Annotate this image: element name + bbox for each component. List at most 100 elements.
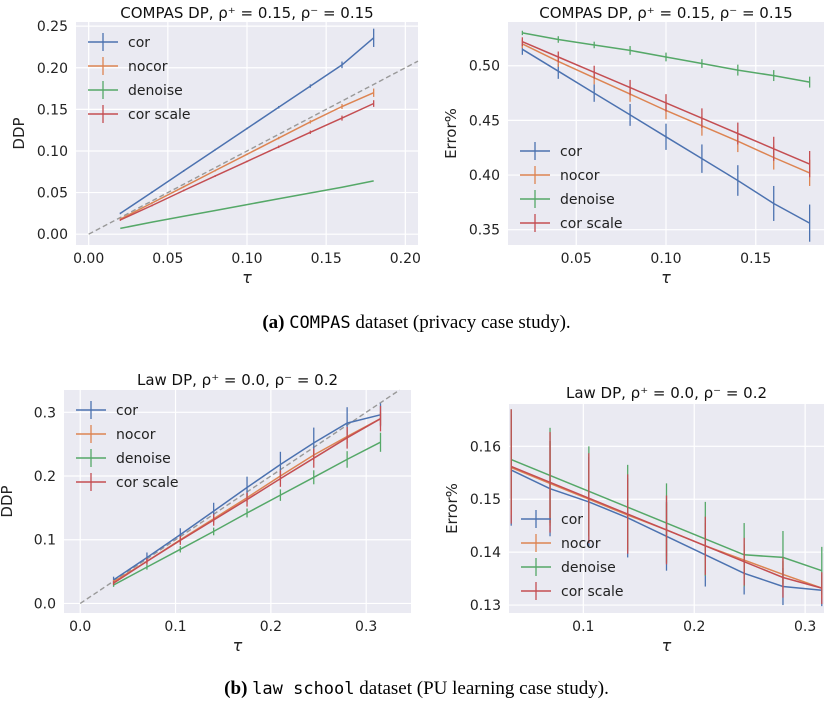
x-axis-label: τ [242,268,252,287]
legend-label: cor scale [116,475,179,491]
series-denoise [521,30,811,88]
x-tick-label: 0.15 [311,251,342,267]
x-tick-label: 0.2 [683,619,705,635]
x-axis-label: τ [662,636,672,655]
y-axis-label: Error% [443,483,461,534]
y-tick-label: 0.1 [34,533,56,549]
series-cor-scale [112,405,382,585]
caption-b-text: dataset (PU learning case study). [359,678,609,699]
legend-label: cor [560,144,582,160]
chart-compas-ddp: 0.00 0.05 0.10 0.15 0.20 0.00 0.05 0.10 0.15 0.20… [10,4,421,287]
y-axis-label: DDP [10,117,28,149]
legend-label: nocor [128,59,168,75]
series-cor [119,28,375,215]
y-tick-label: 0.3 [34,405,56,421]
x-tick-label: 0.10 [231,251,262,267]
chart-compas-error: 0.05 0.10 0.15 0.35 0.40 0.45 0.50 COMPAS DP, ρ… [442,4,824,287]
legend-item-cor: cor [520,142,582,160]
legend-item-cor: cor [521,510,583,528]
y-tick-label: 0.00 [37,227,68,243]
legend: cor nocor denoise cor scale [520,142,623,232]
legend-label: cor [116,403,138,419]
y-tick-label: 0.25 [37,19,68,35]
legend-label: denoise [561,560,616,576]
caption-a-text: dataset (privacy case study). [355,312,571,333]
y-tick-label: 0.14 [470,545,501,561]
chart-title: Law DP, ρ⁺ = 0.0, ρ⁻ = 0.2 [566,384,767,402]
legend-label: cor [561,512,583,528]
y-tick-label: 0.0 [34,596,56,612]
legend-item-cor: cor [76,401,138,419]
y-tick-label: 0.16 [470,439,501,455]
legend-label: nocor [560,168,600,184]
series-denoise [120,180,374,230]
series-cor-scale [510,409,823,605]
y-tick-label: 0.15 [37,102,68,118]
y-tick-label: 0.10 [37,144,68,160]
chart-title: Law DP, ρ⁺ = 0.0, ρ⁻ = 0.2 [137,371,338,389]
legend-label: nocor [116,427,156,443]
series-cor-scale [521,37,811,178]
legend-item-nocor: nocor [76,425,156,443]
chart-title: COMPAS DP, ρ⁺ = 0.15, ρ⁻ = 0.15 [120,4,373,22]
y-tick-label: 0.35 [469,223,500,239]
legend: cor nocor denoise cor scale [521,510,624,600]
legend-label: denoise [128,83,183,99]
y-axis-label: Error% [442,108,460,159]
caption-a-dataset: COMPAS [289,313,351,333]
legend-item-denoise: denoise [520,190,615,208]
y-tick-label: 0.45 [469,113,500,129]
caption-b-dataset: law school [252,679,355,699]
y-tick-label: 0.2 [34,469,56,485]
legend-label: cor scale [128,107,191,123]
legend-item-denoise: denoise [76,449,171,467]
series-line [120,180,374,230]
x-axis-label: τ [233,636,243,655]
y-tick-label: 0.05 [37,186,68,202]
y-tick-label: 0.40 [469,168,500,184]
x-tick-label: 0.15 [740,251,771,267]
legend-item-nocor: nocor [520,166,600,184]
y-tick-label: 0.15 [470,492,501,508]
legend-label: denoise [560,192,615,208]
legend-label: cor [128,35,150,51]
y-tick-label: 0.50 [469,59,500,75]
x-tick-label: 0.3 [355,619,377,635]
legend: cor nocor denoise cor scale [76,401,179,491]
chart-title: COMPAS DP, ρ⁺ = 0.15, ρ⁻ = 0.15 [539,4,792,22]
chart-law-ddp: 0.0 0.1 0.2 0.3 0.0 0.1 0.2 0.3 Law DP, ρ⁺ = 0.0… [0,371,411,655]
x-tick-label: 0.20 [390,251,421,267]
caption-a: (a) COMPAS dataset (privacy case study). [0,312,833,334]
x-tick-label: 0.05 [561,251,592,267]
reference-line [88,60,419,235]
x-tick-label: 0.0 [69,619,91,635]
series-denoise [112,432,382,587]
legend-item-cor: cor [88,33,150,51]
legend: cor nocor denoise cor scale [88,33,191,123]
chart-law-error: 0.1 0.2 0.3 0.13 0.14 0.15 0.16 Law DP, ρ⁺ = 0.… [443,384,824,655]
legend-item-denoise: denoise [521,558,616,576]
legend-label: nocor [561,536,601,552]
x-tick-label: 0.1 [164,619,186,635]
series-cor [521,43,811,242]
caption-a-label: (a) [262,312,285,333]
x-tick-label: 0.00 [73,251,104,267]
reference-line [79,389,400,605]
series-nocor [119,88,375,221]
legend-item-cor-scale: cor scale [76,473,179,491]
x-tick-label: 0.2 [260,619,282,635]
x-tick-label: 0.05 [152,251,183,267]
legend-item-cor-scale: cor scale [88,105,191,123]
caption-b: (b) law school dataset (PU learning case… [0,678,833,700]
legend-item-nocor: nocor [521,534,601,552]
legend-item-nocor: nocor [88,57,168,75]
legend-item-cor-scale: cor scale [521,582,624,600]
y-tick-label: 0.13 [470,598,501,614]
legend-item-cor-scale: cor scale [520,214,623,232]
legend-label: cor scale [560,216,623,232]
legend-item-denoise: denoise [88,81,183,99]
y-axis-label: DDP [0,485,16,517]
series-cor-scale [119,100,375,221]
caption-b-label: (b) [224,678,248,699]
